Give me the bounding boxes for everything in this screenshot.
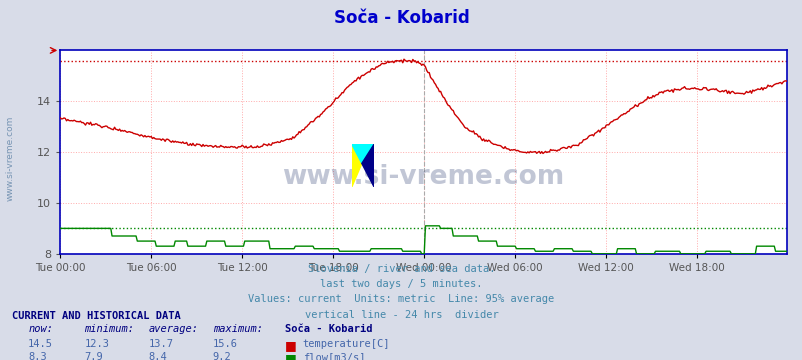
Text: 9.2: 9.2 <box>213 352 231 360</box>
Text: 13.7: 13.7 <box>148 339 173 349</box>
Text: maximum:: maximum: <box>213 324 262 334</box>
Text: minimum:: minimum: <box>84 324 134 334</box>
Text: temperature[C]: temperature[C] <box>302 339 390 349</box>
Text: flow[m3/s]: flow[m3/s] <box>302 352 365 360</box>
Text: 15.6: 15.6 <box>213 339 237 349</box>
Text: vertical line - 24 hrs  divider: vertical line - 24 hrs divider <box>304 310 498 320</box>
Text: 14.5: 14.5 <box>28 339 53 349</box>
Text: CURRENT AND HISTORICAL DATA: CURRENT AND HISTORICAL DATA <box>12 311 180 321</box>
Text: 8.4: 8.4 <box>148 352 167 360</box>
Text: www.si-vreme.com: www.si-vreme.com <box>282 163 564 189</box>
Text: ■: ■ <box>285 339 297 352</box>
Polygon shape <box>351 144 362 187</box>
Text: now:: now: <box>28 324 53 334</box>
Text: 8.3: 8.3 <box>28 352 47 360</box>
Text: Slovenia / river and sea data.: Slovenia / river and sea data. <box>307 264 495 274</box>
Text: Soča - Kobarid: Soča - Kobarid <box>285 324 372 334</box>
Text: average:: average: <box>148 324 198 334</box>
Text: Values: current  Units: metric  Line: 95% average: Values: current Units: metric Line: 95% … <box>248 294 554 305</box>
Text: last two days / 5 minutes.: last two days / 5 minutes. <box>320 279 482 289</box>
Text: ■: ■ <box>285 352 297 360</box>
Polygon shape <box>362 144 374 187</box>
Polygon shape <box>351 144 374 163</box>
Text: 12.3: 12.3 <box>84 339 109 349</box>
Text: www.si-vreme.com: www.si-vreme.com <box>5 116 14 201</box>
Text: Soča - Kobarid: Soča - Kobarid <box>333 9 469 27</box>
Text: 7.9: 7.9 <box>84 352 103 360</box>
